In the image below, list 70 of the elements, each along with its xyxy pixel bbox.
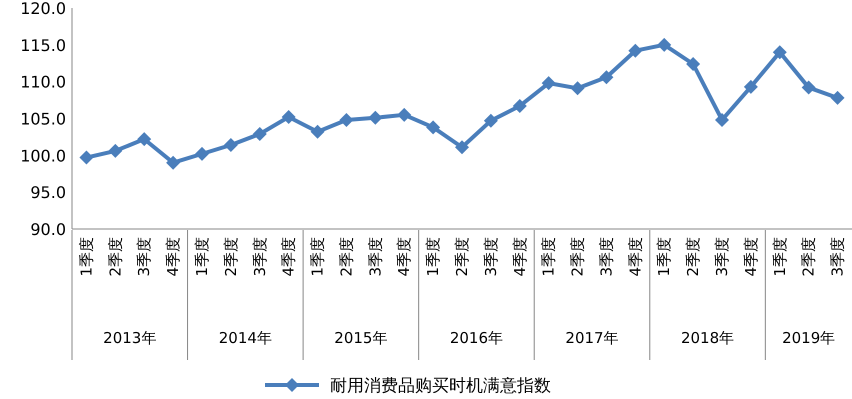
x-tick-label: 3季度: [135, 237, 154, 277]
point: [570, 81, 585, 96]
point: [830, 90, 845, 105]
x-tick-label: 1季度: [540, 237, 558, 277]
x-tick-label: 4季度: [626, 237, 644, 277]
x-tick-label: 2季度: [106, 237, 124, 277]
x-tick-label: 4季度: [742, 237, 760, 277]
y-tick-label: 110.0: [20, 72, 66, 92]
point: [484, 114, 498, 128]
text: 2014年: [218, 329, 272, 347]
x-tick-label: 4季度: [395, 237, 414, 277]
y-tick-label: 95.0: [30, 183, 66, 202]
x-tick-label: 2季度: [453, 237, 471, 277]
legend: 耐用消费品购买时机满意指数: [265, 376, 551, 396]
text: 2013年: [103, 329, 156, 347]
point: [628, 44, 642, 58]
x-tick-label: 1季度: [308, 237, 327, 277]
text: 2016年: [450, 329, 504, 347]
x-tick-label: 2季度: [684, 237, 702, 277]
point: [686, 56, 700, 71]
y-tick-label: 115.0: [20, 36, 66, 55]
x-tick-label: 3季度: [366, 237, 384, 277]
x-tick-label: 3季度: [597, 237, 616, 277]
x-tick-label: 1季度: [424, 237, 442, 277]
y-tick-label: 90.0: [30, 220, 66, 239]
x-tick-label: 1季度: [77, 237, 96, 277]
point: [599, 70, 614, 84]
point: [252, 126, 267, 141]
x-tick-label: 3季度: [713, 237, 731, 277]
x-tick-label: 4季度: [510, 237, 529, 277]
point: [310, 124, 325, 139]
point: [282, 110, 296, 124]
point: [166, 156, 180, 170]
point: [715, 112, 729, 127]
point: [137, 132, 152, 146]
legend-label: 耐用消费品购买时机满意指数: [330, 376, 551, 396]
text: 2018年: [680, 329, 734, 347]
x-tick-label: 2季度: [800, 237, 818, 277]
point: [339, 112, 354, 127]
point: [455, 140, 469, 154]
y-tick-label: 100.0: [20, 146, 66, 166]
text: 2017年: [565, 329, 619, 347]
x-tick-label: 4季度: [280, 237, 298, 277]
point: [657, 38, 672, 52]
point: [195, 146, 209, 161]
point: [744, 80, 758, 94]
text: 2015年: [334, 329, 388, 347]
point: [512, 98, 527, 113]
x-tick-label: 2季度: [222, 237, 240, 277]
x-tick-label: 1季度: [770, 237, 789, 277]
point: [224, 138, 238, 152]
point: [772, 45, 787, 60]
x-tick-label: 2季度: [337, 237, 356, 277]
x-tick-label: 1季度: [193, 237, 211, 277]
text: 2019年: [782, 329, 836, 347]
point: [426, 120, 440, 134]
x-tick-label: 1季度: [655, 237, 674, 277]
point: [397, 108, 412, 122]
point: [802, 80, 816, 95]
point: [368, 110, 382, 125]
x-tick-label: 2季度: [568, 237, 587, 277]
point: [108, 144, 122, 158]
x-tick-label: 4季度: [164, 237, 182, 277]
x-tick-label: 3季度: [828, 237, 847, 277]
point: [79, 150, 94, 165]
x-tick-label: 3季度: [250, 237, 269, 277]
point: [542, 76, 556, 90]
x-tick-label: 3季度: [482, 237, 500, 277]
y-tick-label: 120.0: [20, 0, 66, 18]
y-tick-label: 105.0: [20, 110, 66, 128]
